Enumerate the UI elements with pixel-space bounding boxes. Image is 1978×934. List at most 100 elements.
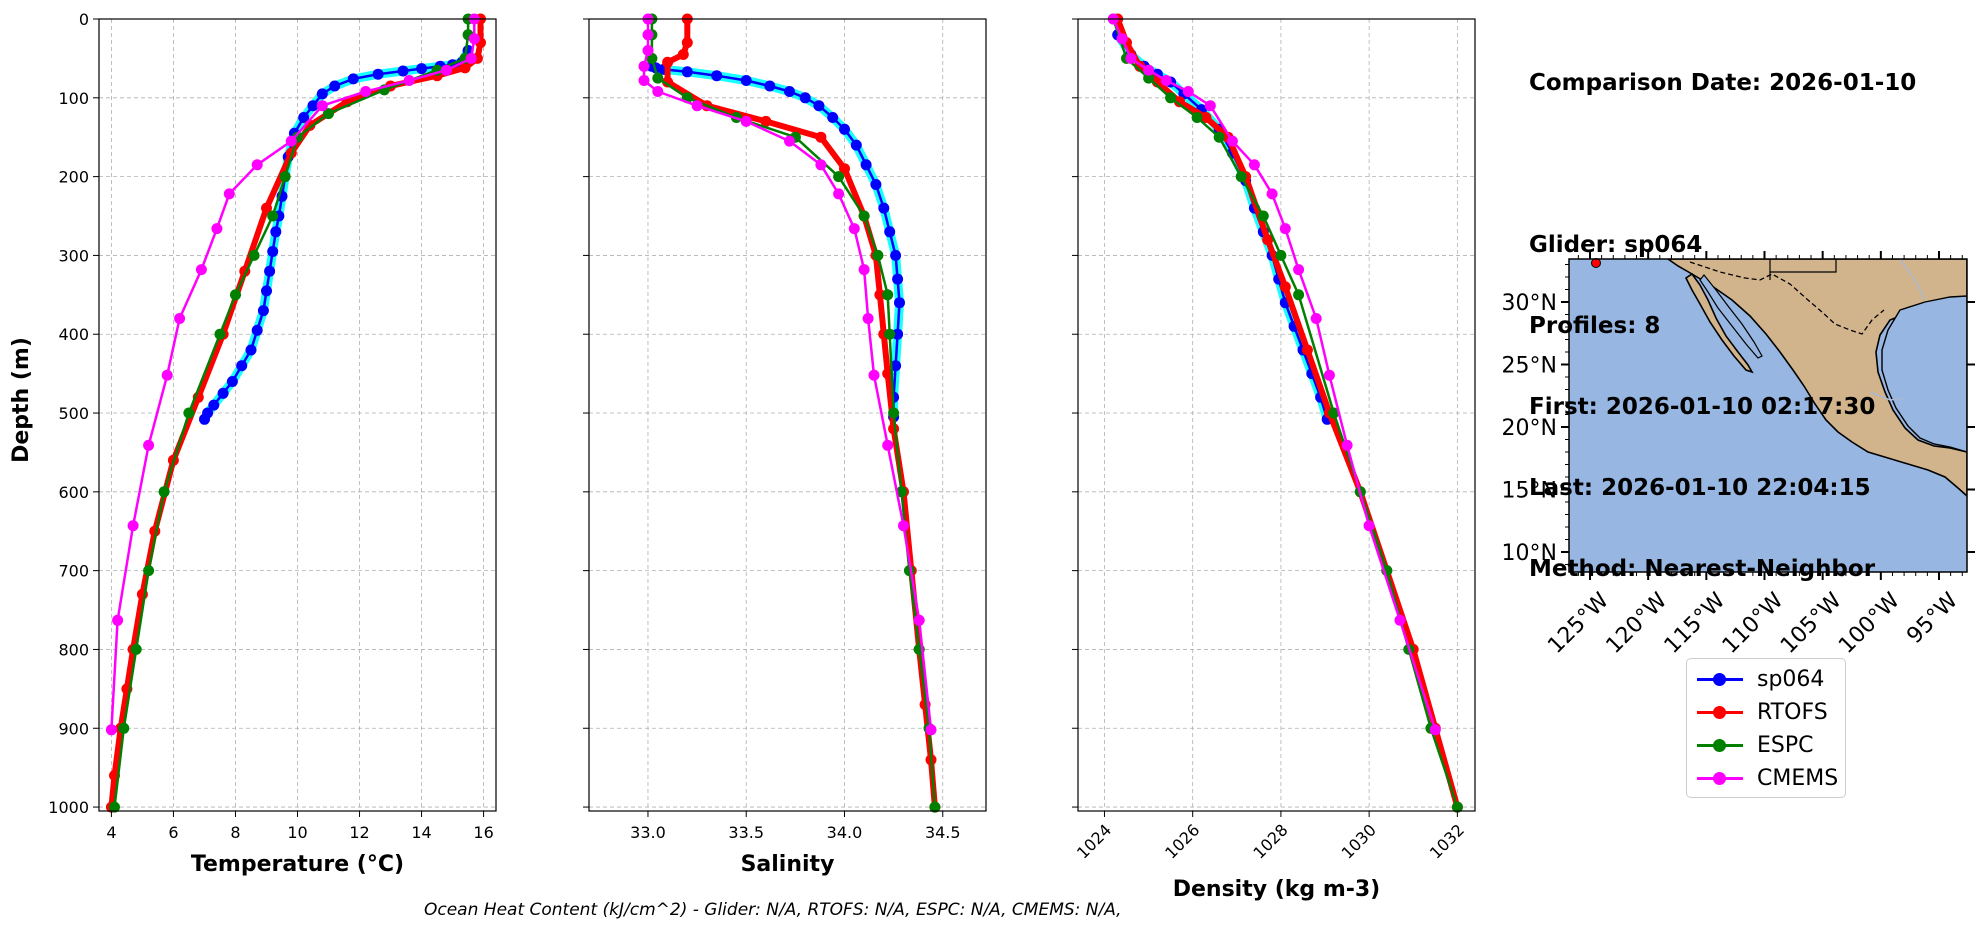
y-tick-label: 400 xyxy=(58,325,89,344)
data-point-cmems xyxy=(858,264,870,276)
data-point-espc xyxy=(1328,407,1340,419)
x-tick-label: 12 xyxy=(349,823,369,842)
data-point-rtofs xyxy=(839,163,850,175)
data-point-sp064 xyxy=(270,226,282,238)
data-point-espc xyxy=(1257,210,1269,222)
data-point-sp064 xyxy=(784,86,795,97)
data-point-rtofs xyxy=(1262,234,1274,246)
data-point-cmems xyxy=(1341,439,1353,451)
series-line-rtofs xyxy=(1114,17,1461,808)
data-point-rtofs xyxy=(662,76,674,88)
data-point-espc xyxy=(230,289,241,301)
data-point-sp064 xyxy=(740,75,752,86)
data-point-cmems xyxy=(862,313,874,324)
y-tick-label: 300 xyxy=(58,246,89,265)
data-point-cmems xyxy=(1293,264,1305,276)
depth-axis-label-group: Depth (m) xyxy=(9,337,34,463)
data-point-sp064 xyxy=(890,360,902,372)
x-tick-label: 14 xyxy=(411,823,431,842)
data-point-cmems xyxy=(740,115,752,127)
data-point-espc xyxy=(1213,131,1225,143)
map-gulf-of-california xyxy=(1699,274,1763,359)
legend-item-cmems: CMEMS xyxy=(1687,764,1845,794)
y-tick-label: 600 xyxy=(58,483,89,502)
y-tick-label: 1000 xyxy=(48,798,89,817)
x-tick-label: 1032 xyxy=(1426,820,1468,862)
data-point-sp064 xyxy=(347,73,359,85)
info-block: Comparison Date: 2026-01-10 Glider: sp06… xyxy=(1529,16,1916,610)
data-point-cmems xyxy=(925,724,937,736)
data-point-sp064 xyxy=(878,202,890,214)
data-point-sp064 xyxy=(267,246,279,257)
axes-frame xyxy=(588,18,987,812)
map-gulf-of-mexico xyxy=(1881,295,1967,453)
data-point-espc xyxy=(214,328,226,340)
data-point-sp064 xyxy=(681,66,693,78)
data-point-cmems xyxy=(1143,64,1155,76)
data-point-espc xyxy=(833,171,845,183)
data-point-sp064 xyxy=(208,399,220,411)
data-point-cmems xyxy=(1160,75,1172,86)
data-point-cmems xyxy=(691,100,703,112)
data-point-rtofs xyxy=(874,289,886,301)
data-point-espc xyxy=(1275,249,1287,261)
data-point-sp064 xyxy=(890,249,902,261)
data-point-cmems xyxy=(223,188,235,200)
x-tick-label: 10 xyxy=(287,823,307,842)
data-point-rtofs xyxy=(677,49,689,60)
data-point-espc xyxy=(158,486,170,498)
first-text: First: 2026-01-10 02:17:30 xyxy=(1529,394,1876,420)
legend-marker xyxy=(1713,706,1726,719)
map-lat-label: 10°N xyxy=(1502,541,1557,566)
profiles-text: Profiles: 8 xyxy=(1529,313,1661,339)
legend-marker xyxy=(1713,673,1726,686)
data-point-sp064 xyxy=(261,285,272,297)
data-point-espc xyxy=(130,643,142,655)
data-point-sp064 xyxy=(711,70,723,82)
data-point-espc xyxy=(888,407,900,419)
data-point-cmems xyxy=(465,52,477,64)
data-point-cmems xyxy=(161,369,173,381)
data-point-cmems xyxy=(882,439,894,451)
data-point-cmems xyxy=(652,86,664,97)
data-point-espc xyxy=(872,249,884,261)
data-point-espc xyxy=(858,210,870,222)
data-point-cmems xyxy=(1125,52,1137,64)
data-point-sp064 xyxy=(329,80,341,92)
data-point-cmems xyxy=(913,614,925,626)
data-point-cmems xyxy=(642,45,654,56)
x-axis-label: Density (kg m-3) xyxy=(1173,877,1381,902)
data-point-espc xyxy=(882,289,894,301)
data-point-rtofs xyxy=(815,131,827,143)
legend-marker xyxy=(1713,772,1726,785)
y-tick-label: 100 xyxy=(58,89,89,108)
data-point-espc xyxy=(143,565,155,577)
data-point-cmems xyxy=(1310,313,1322,324)
data-point-sp064 xyxy=(839,123,850,135)
data-point-sp064 xyxy=(397,65,409,77)
data-point-sp064 xyxy=(264,265,276,277)
y-tick-label: 0 xyxy=(79,10,89,29)
data-point-sp064 xyxy=(870,179,882,190)
data-point-sp064 xyxy=(217,387,229,399)
data-point-cmems xyxy=(833,188,845,200)
data-point-sp064 xyxy=(860,159,872,171)
data-point-cmems xyxy=(403,75,415,86)
sp064-individual-profiles xyxy=(650,62,904,417)
data-point-espc xyxy=(1293,289,1305,301)
density-panel: 1024 1026 1028 1030 1032 Density (kg m-3) xyxy=(1072,13,1476,902)
data-point-sp064 xyxy=(298,112,310,123)
data-point-cmems xyxy=(1363,520,1375,532)
x-tick-label: 6 xyxy=(168,823,178,842)
data-point-espc xyxy=(1143,72,1155,84)
data-point-sp064 xyxy=(764,80,776,92)
data-point-espc xyxy=(118,722,130,734)
data-point-espc xyxy=(323,108,334,120)
data-point-sp064 xyxy=(813,100,825,112)
x-tick-label: 33.5 xyxy=(728,823,764,842)
map-frame xyxy=(1568,258,1968,573)
data-point-sp064 xyxy=(372,68,384,80)
data-point-cmems xyxy=(285,135,297,147)
data-point-rtofs xyxy=(459,62,471,74)
salinity-panel: 33.0 33.5 34.0 34.5 Salinity xyxy=(583,13,987,877)
